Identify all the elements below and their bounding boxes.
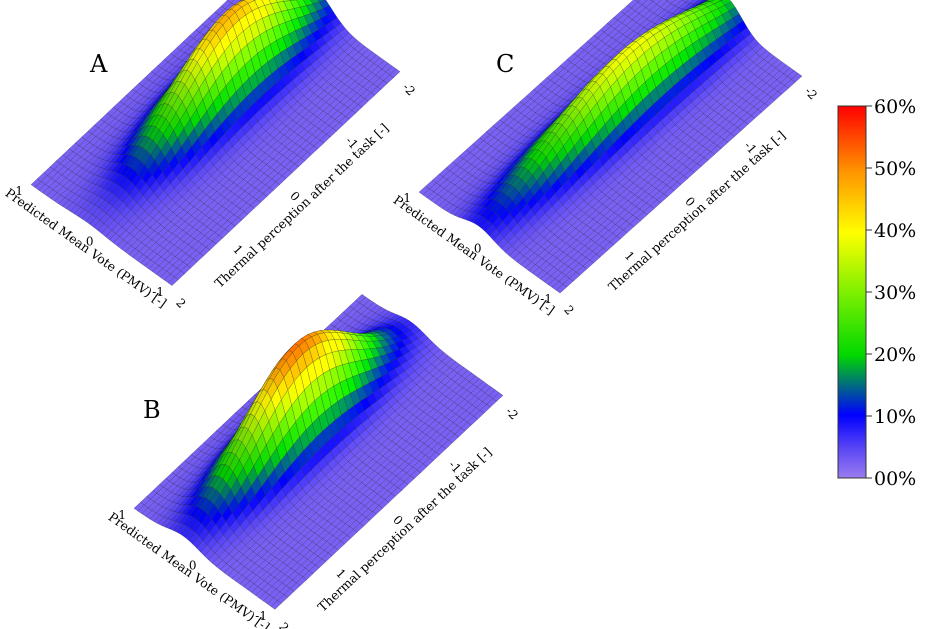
colorbar-gradient xyxy=(837,105,867,479)
x-tick-label: 0 xyxy=(189,559,197,573)
y-tick-label: 2 xyxy=(561,303,577,318)
y-tick-label: 2 xyxy=(276,620,291,629)
surface-mesh xyxy=(418,0,803,294)
y-tick-label: 2 xyxy=(173,296,188,311)
y-tick-label: -2 xyxy=(503,404,521,422)
surface-cell xyxy=(270,600,282,610)
surface-mesh xyxy=(30,0,401,286)
y-tick-label: -2 xyxy=(400,80,418,98)
colorbar-tick-label: 30% xyxy=(874,282,916,304)
surface-mesh xyxy=(133,294,504,610)
colorbar-tick-label: 20% xyxy=(874,344,916,366)
x-tick-label: 1 xyxy=(15,184,23,198)
y-tick-label: -2 xyxy=(802,84,820,102)
x-tick-label: 0 xyxy=(86,235,94,249)
colorbar-tick-label: 00% xyxy=(874,468,916,490)
colorbar-tick-label: 50% xyxy=(874,158,916,180)
colorbar-tick-label: 60% xyxy=(874,96,916,118)
colorbar: 60% 50% 40% 30% 20% 10% 00% xyxy=(837,96,916,490)
panel-label: A xyxy=(89,50,108,78)
x-tick-label: -1 xyxy=(540,292,552,306)
x-tick-label: -1 xyxy=(152,285,164,299)
panel-label: B xyxy=(143,396,161,424)
x-tick-label: 1 xyxy=(403,191,411,205)
surface-cell xyxy=(167,276,179,286)
panel-label: C xyxy=(496,50,514,78)
surface-cell xyxy=(555,284,568,294)
x-tick-label: 1 xyxy=(118,508,126,522)
x-tick-label: -1 xyxy=(255,609,267,623)
surface-cell xyxy=(650,0,655,2)
x-tick-label: 0 xyxy=(474,242,482,256)
colorbar-tick-label: 10% xyxy=(874,406,916,428)
colorbar-tick-label: 40% xyxy=(874,220,916,242)
